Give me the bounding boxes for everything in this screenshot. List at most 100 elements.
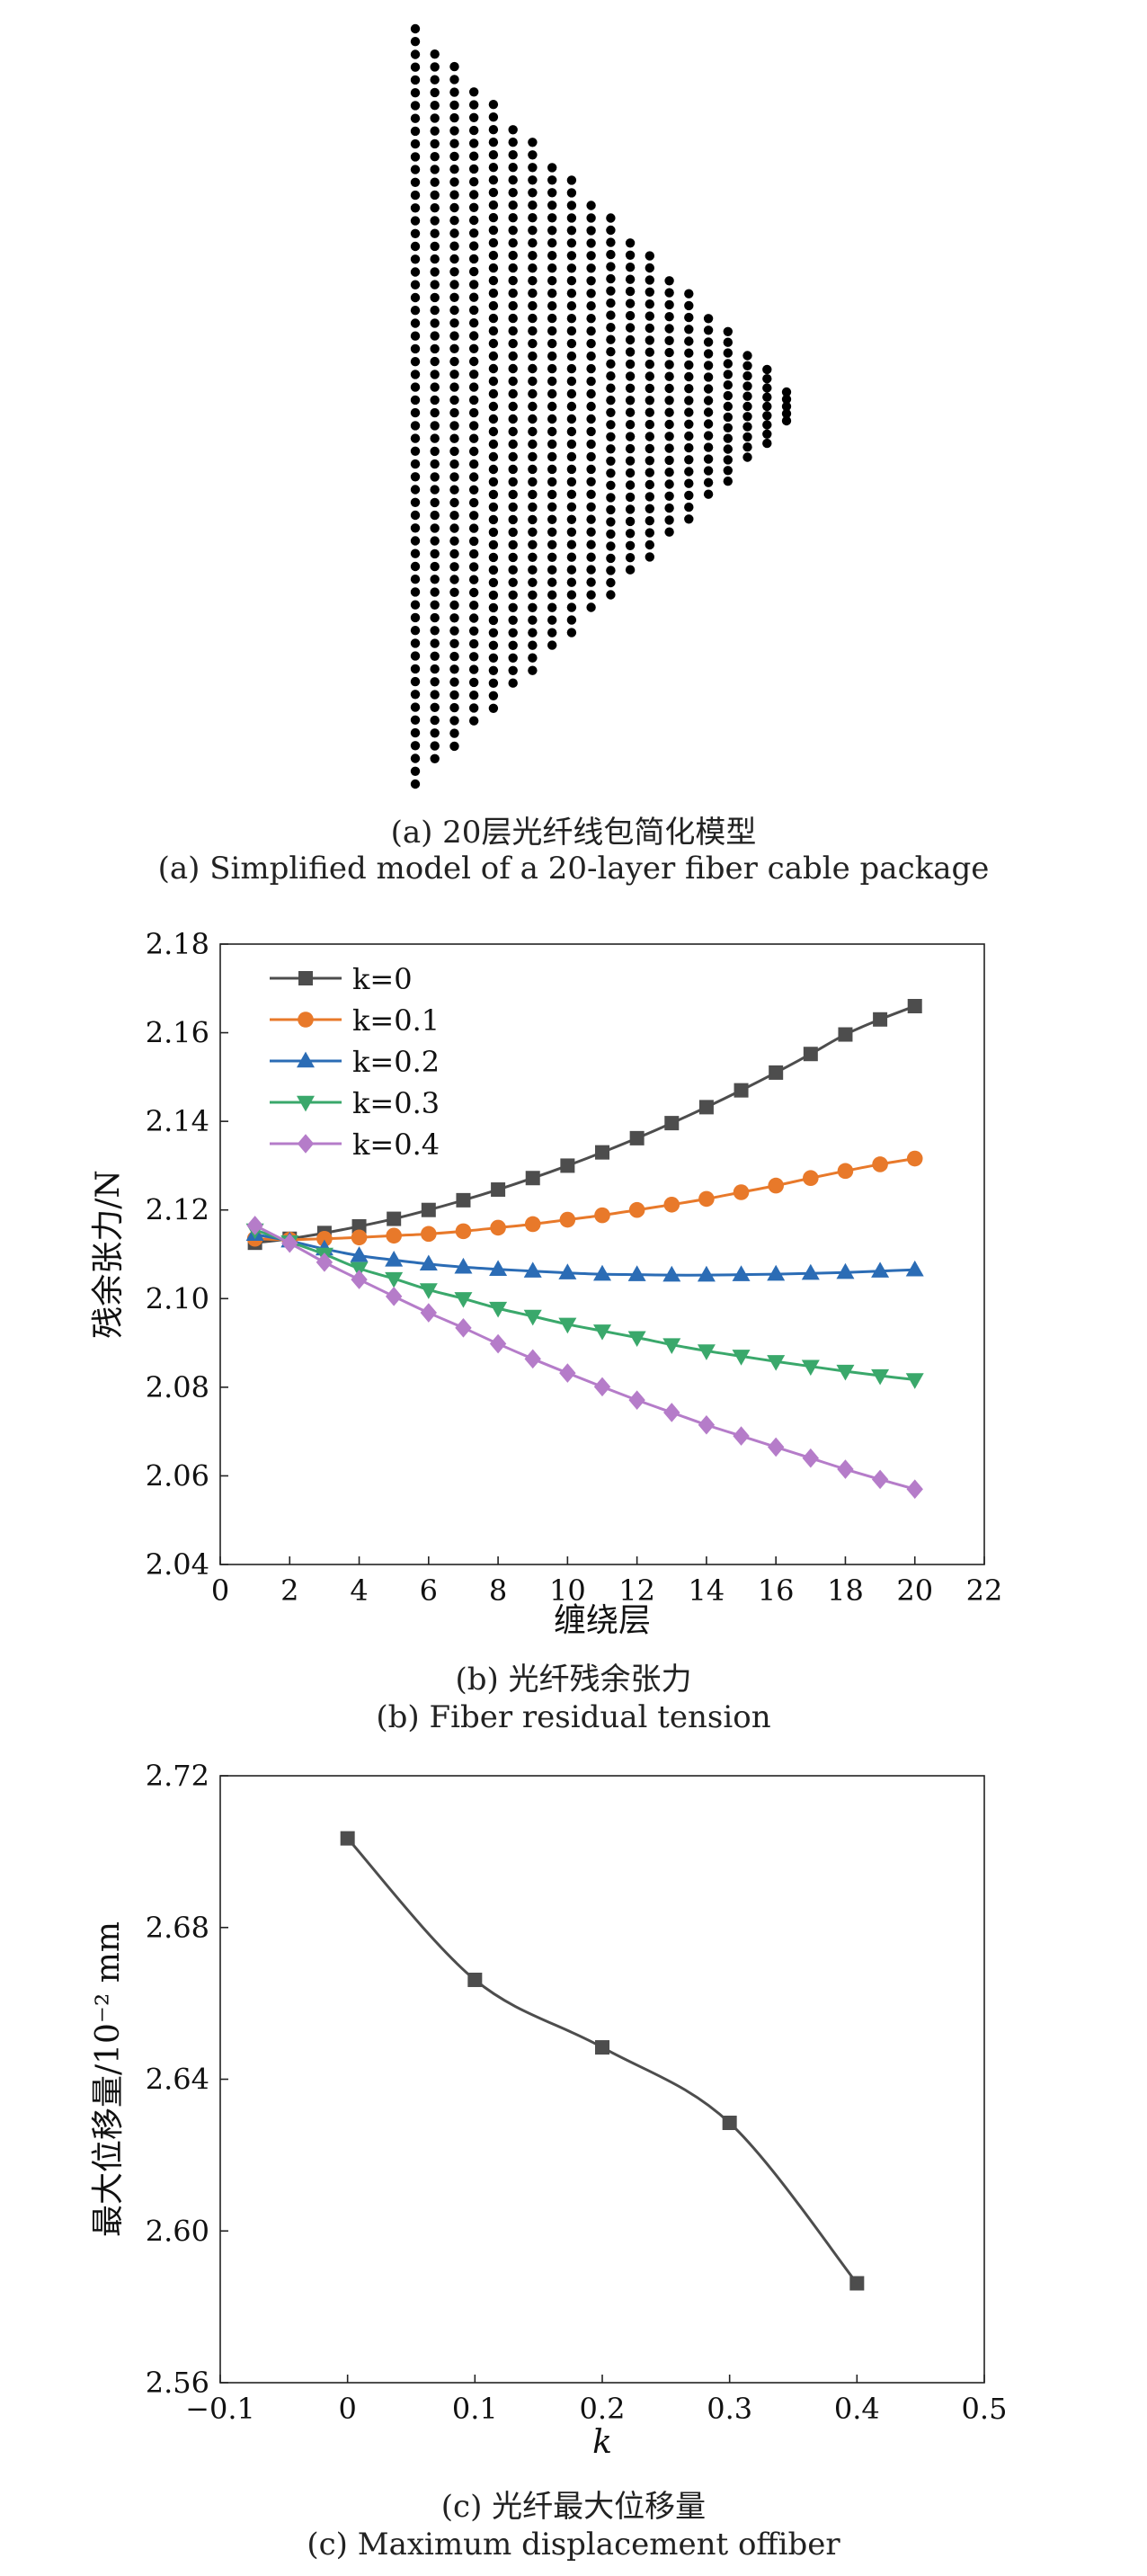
- fiber-dot: [469, 601, 479, 611]
- data-point: [593, 1264, 611, 1281]
- fiber-dot: [528, 401, 538, 412]
- fiber-dot: [449, 87, 459, 97]
- fiber-dot: [430, 407, 440, 418]
- fiber-dot: [488, 439, 499, 450]
- fiber-dot: [449, 459, 459, 469]
- fiber-dot: [625, 432, 636, 441]
- fiber-dot: [430, 318, 440, 328]
- fiber-dot: [508, 539, 518, 550]
- fiber-dot: [664, 527, 674, 537]
- fiber-dot: [625, 383, 636, 393]
- data-point: [837, 1163, 854, 1180]
- x-tick-label: 0.3: [707, 2392, 752, 2426]
- fiber-dot: [488, 401, 499, 412]
- fiber-dot: [430, 87, 440, 98]
- fiber-dot: [762, 411, 772, 421]
- panel-a-caption-cn: (a) 20层光纤线包简化模型: [390, 815, 757, 851]
- fiber-dot: [410, 254, 421, 264]
- fiber-dot: [625, 468, 636, 478]
- data-point: [420, 1303, 438, 1323]
- fiber-dot: [566, 489, 577, 499]
- fiber-dot: [410, 23, 421, 34]
- fiber-dot: [606, 541, 616, 551]
- fiber-dot: [606, 480, 616, 490]
- fiber-dot: [762, 420, 772, 430]
- series-k-0-4: [246, 1216, 923, 1500]
- fiber-dot: [430, 472, 440, 482]
- fiber-dot: [566, 376, 577, 387]
- fiber-dot: [410, 331, 421, 341]
- fiber-dot: [469, 305, 479, 316]
- fiber-dot: [449, 626, 459, 636]
- fiber-dot: [410, 664, 421, 674]
- fiber-dot: [586, 477, 596, 486]
- fiber-dot: [723, 423, 733, 432]
- fiber-dot: [625, 286, 636, 297]
- fiber-dot: [469, 164, 479, 174]
- fiber-dot: [430, 165, 440, 174]
- panel-c-caption-cn: (c) 光纤最大位移量: [440, 2489, 707, 2525]
- fiber-dot: [684, 312, 694, 323]
- x-axis-label: k: [592, 2424, 612, 2461]
- data-point: [734, 1083, 749, 1098]
- fiber-dot: [586, 514, 596, 524]
- fiber-dot: [449, 254, 459, 264]
- fiber-dot: [645, 335, 654, 345]
- fiber-dot: [410, 638, 421, 648]
- fiber-dot: [430, 702, 440, 712]
- y-tick-label: 2.68: [146, 1911, 209, 1945]
- fiber-dot: [606, 249, 616, 260]
- panel-c-caption-en: (c) Maximum displacement offiber: [307, 2527, 840, 2563]
- fiber-dot: [430, 356, 440, 367]
- fiber-dot: [547, 565, 557, 575]
- fiber-dot: [469, 382, 479, 392]
- fiber-dot: [469, 241, 479, 251]
- fiber-dot: [430, 575, 440, 584]
- fiber-dot: [488, 351, 499, 361]
- fiber-dot: [547, 363, 557, 374]
- fiber-dot: [723, 390, 733, 401]
- fiber-dot: [410, 690, 421, 700]
- data-point: [523, 1261, 542, 1278]
- data-point: [316, 1252, 333, 1272]
- panel-b-caption-en: (b) Fiber residual tension: [376, 1699, 771, 1735]
- fiber-dot: [430, 728, 440, 738]
- fiber-dot: [566, 226, 577, 236]
- fiber-dot: [508, 188, 518, 198]
- x-tick-label: 6: [420, 1573, 438, 1608]
- fiber-dot: [430, 561, 440, 572]
- data-point: [769, 1065, 784, 1080]
- fiber-dot: [586, 226, 596, 236]
- fiber-dot: [723, 359, 733, 369]
- fiber-dot: [703, 442, 714, 452]
- fiber-dot: [547, 502, 557, 512]
- fiber-dot: [449, 216, 459, 226]
- fiber-dot: [508, 175, 518, 185]
- fiber-dot: [625, 456, 636, 466]
- fiber-dot: [586, 401, 596, 412]
- data-point: [871, 1368, 890, 1386]
- fiber-dot: [430, 331, 440, 341]
- fiber-dot: [664, 396, 674, 406]
- fiber-dot: [723, 433, 733, 443]
- x-tick-label: 20: [896, 1573, 933, 1608]
- fiber-dot: [469, 691, 479, 700]
- fiber-dot: [703, 325, 714, 335]
- fiber-dot: [586, 565, 596, 575]
- fiber-dot: [430, 228, 440, 238]
- fiber-dot: [625, 540, 636, 550]
- fiber-dot: [684, 289, 694, 299]
- fiber-dot: [449, 511, 459, 521]
- fiber-dot: [566, 188, 577, 198]
- fiber-dot: [469, 100, 479, 110]
- fiber-dot: [528, 665, 538, 675]
- fiber-dot: [449, 446, 459, 457]
- fiber-dot: [410, 267, 421, 277]
- fiber-dot: [449, 165, 459, 174]
- fiber-dot: [645, 539, 654, 550]
- fiber-dot: [410, 497, 421, 507]
- fiber-dot: [488, 225, 499, 236]
- fiber-dot: [606, 310, 616, 320]
- fiber-dot: [449, 100, 459, 111]
- fiber-dot: [449, 112, 459, 123]
